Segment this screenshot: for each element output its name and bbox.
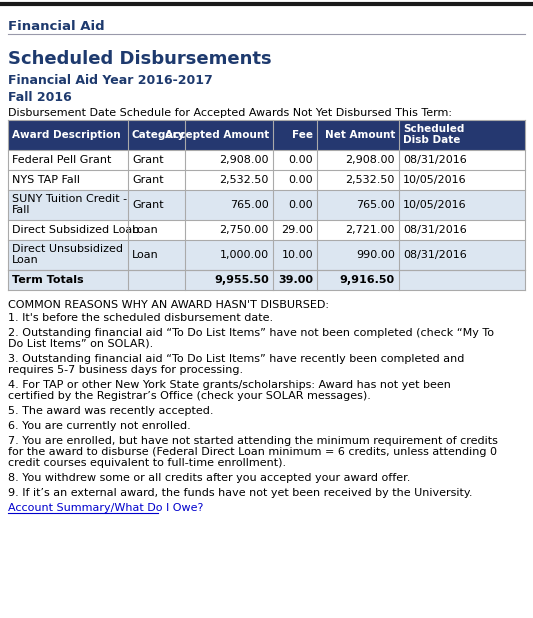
Text: 6. You are currently not enrolled.: 6. You are currently not enrolled. [8, 421, 191, 431]
Text: Loan: Loan [132, 250, 159, 260]
Text: Scheduled Disbursements: Scheduled Disbursements [8, 50, 272, 68]
Text: 10.00: 10.00 [281, 250, 313, 260]
Text: Term Totals: Term Totals [12, 275, 84, 285]
Text: 08/31/2016: 08/31/2016 [403, 225, 467, 235]
Text: 2,750.00: 2,750.00 [220, 225, 269, 235]
Text: Accepted Amount: Accepted Amount [165, 130, 269, 140]
Text: 29.00: 29.00 [281, 225, 313, 235]
Text: Category: Category [132, 130, 185, 140]
Text: Loan: Loan [132, 225, 159, 235]
Text: Direct Subsidized Loan: Direct Subsidized Loan [12, 225, 139, 235]
Text: 2,532.50: 2,532.50 [345, 175, 395, 185]
Text: 765.00: 765.00 [230, 200, 269, 210]
Text: for the award to disburse (Federal Direct Loan minimum = 6 credits, unless atten: for the award to disburse (Federal Direc… [8, 447, 497, 457]
Text: Disbursement Date Schedule for Accepted Awards Not Yet Disbursed This Term:: Disbursement Date Schedule for Accepted … [8, 108, 452, 118]
Text: COMMON REASONS WHY AN AWARD HASN'T DISBURSED:: COMMON REASONS WHY AN AWARD HASN'T DISBU… [8, 300, 329, 310]
Text: 5. The award was recently accepted.: 5. The award was recently accepted. [8, 406, 214, 416]
Text: NYS TAP Fall: NYS TAP Fall [12, 175, 80, 185]
Text: 08/31/2016: 08/31/2016 [403, 250, 467, 260]
Bar [8, 220, 525, 240]
Text: 2,908.00: 2,908.00 [220, 155, 269, 165]
Text: Direct Unsubsidized: Direct Unsubsidized [12, 244, 123, 254]
Text: Fee: Fee [292, 130, 313, 140]
Text: Fall 2016: Fall 2016 [8, 91, 72, 104]
Text: Grant: Grant [132, 155, 164, 165]
Text: 765.00: 765.00 [356, 200, 395, 210]
Text: 7. You are enrolled, but have not started attending the minimum requirement of c: 7. You are enrolled, but have not starte… [8, 436, 498, 446]
Text: Financial Aid Year 2016-2017: Financial Aid Year 2016-2017 [8, 74, 213, 87]
Text: 39.00: 39.00 [278, 275, 313, 285]
Text: Federal Pell Grant: Federal Pell Grant [12, 155, 111, 165]
Text: Financial Aid: Financial Aid [8, 20, 104, 33]
Text: 2,721.00: 2,721.00 [345, 225, 395, 235]
Bar [8, 150, 525, 170]
Text: 1,000.00: 1,000.00 [220, 250, 269, 260]
Text: credit courses equivalent to full-time enrollment).: credit courses equivalent to full-time e… [8, 458, 286, 468]
Text: 0.00: 0.00 [288, 175, 313, 185]
Text: 10/05/2016: 10/05/2016 [403, 200, 466, 210]
Text: Award Description: Award Description [12, 130, 120, 140]
Text: 1. It's before the scheduled disbursement date.: 1. It's before the scheduled disbursemen… [8, 313, 273, 323]
Text: Grant: Grant [132, 175, 164, 185]
Text: 2,908.00: 2,908.00 [345, 155, 395, 165]
Text: 9. If it’s an external award, the funds have not yet been received by the Univer: 9. If it’s an external award, the funds … [8, 488, 472, 498]
Text: Loan: Loan [12, 255, 39, 265]
Text: 08/31/2016: 08/31/2016 [403, 155, 467, 165]
Text: Grant: Grant [132, 200, 164, 210]
Bar [8, 240, 525, 270]
Text: 0.00: 0.00 [288, 155, 313, 165]
Bar [8, 270, 525, 290]
Bar [8, 170, 525, 190]
Text: 9,955.50: 9,955.50 [214, 275, 269, 285]
Text: 0.00: 0.00 [288, 200, 313, 210]
Text: 8. You withdrew some or all credits after you accepted your award offer.: 8. You withdrew some or all credits afte… [8, 473, 410, 483]
Text: Account Summary/What Do I Owe?: Account Summary/What Do I Owe? [8, 503, 204, 513]
Text: 3. Outstanding financial aid “To Do List Items” have recently been completed and: 3. Outstanding financial aid “To Do List… [8, 354, 464, 364]
Text: 4. For TAP or other New York State grants/scholarships: Award has not yet been: 4. For TAP or other New York State grant… [8, 380, 451, 390]
Text: certified by the Registrar’s Office (check your SOLAR messages).: certified by the Registrar’s Office (che… [8, 391, 371, 401]
Text: SUNY Tuition Credit -: SUNY Tuition Credit - [12, 194, 127, 204]
Text: Do List Items” on SOLAR).: Do List Items” on SOLAR). [8, 339, 154, 349]
Text: Fall: Fall [12, 205, 30, 215]
Text: Net Amount: Net Amount [325, 130, 395, 140]
Text: 9,916.50: 9,916.50 [340, 275, 395, 285]
Text: 2. Outstanding financial aid “To Do List Items” have not been completed (check “: 2. Outstanding financial aid “To Do List… [8, 328, 494, 338]
Bar [8, 120, 525, 150]
Bar [8, 190, 525, 220]
Text: requires 5-7 business days for processing.: requires 5-7 business days for processin… [8, 365, 243, 375]
Text: 990.00: 990.00 [356, 250, 395, 260]
Text: Scheduled: Scheduled [403, 124, 464, 134]
Text: Disb Date: Disb Date [403, 135, 461, 145]
Text: 2,532.50: 2,532.50 [220, 175, 269, 185]
Text: 10/05/2016: 10/05/2016 [403, 175, 466, 185]
